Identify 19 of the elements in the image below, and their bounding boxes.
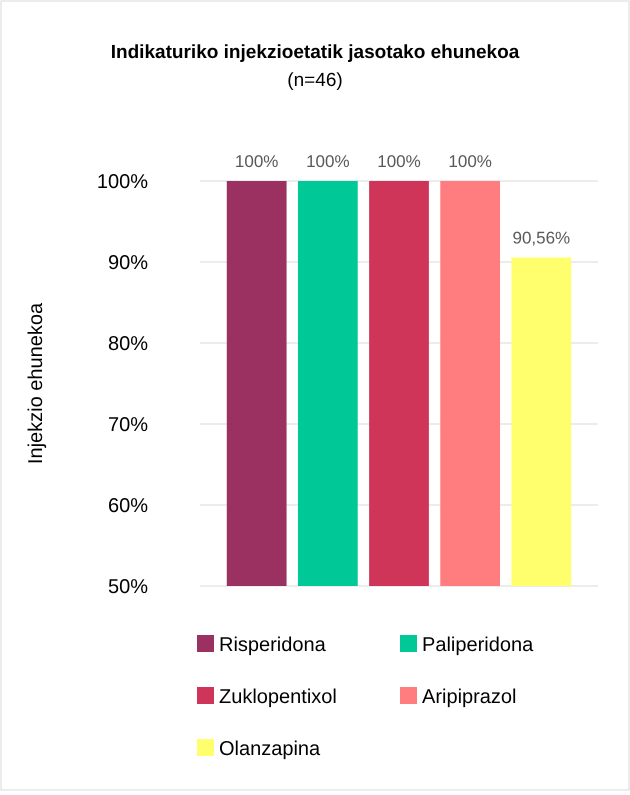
legend-label: Paliperidona <box>422 634 534 656</box>
y-tick-label: 60% <box>108 495 148 517</box>
y-axis-title: Injekzio ehunekoa <box>25 302 47 464</box>
legend-label: Risperidona <box>219 634 327 656</box>
data-label: 90,56% <box>512 228 570 248</box>
data-label: 100% <box>306 152 350 171</box>
y-tick-label: 80% <box>108 333 148 355</box>
data-label: 100% <box>377 152 421 171</box>
chart-title: Indikaturiko injekzioetatik jasotako ehunekoa <box>110 42 520 63</box>
y-tick-label: 70% <box>108 414 148 436</box>
data-label: 100% <box>234 152 278 171</box>
legend-label: Zuklopentixol <box>219 686 337 708</box>
legend-label: Olanzapina <box>219 738 322 760</box>
y-tick-label: 90% <box>108 252 148 274</box>
chart-subtitle: (n=46) <box>287 70 343 91</box>
y-tick-label: 100% <box>96 171 148 193</box>
data-label: 100% <box>448 152 492 171</box>
y-tick-label: 50% <box>108 576 148 598</box>
legend-label: Aripiprazol <box>422 686 516 708</box>
